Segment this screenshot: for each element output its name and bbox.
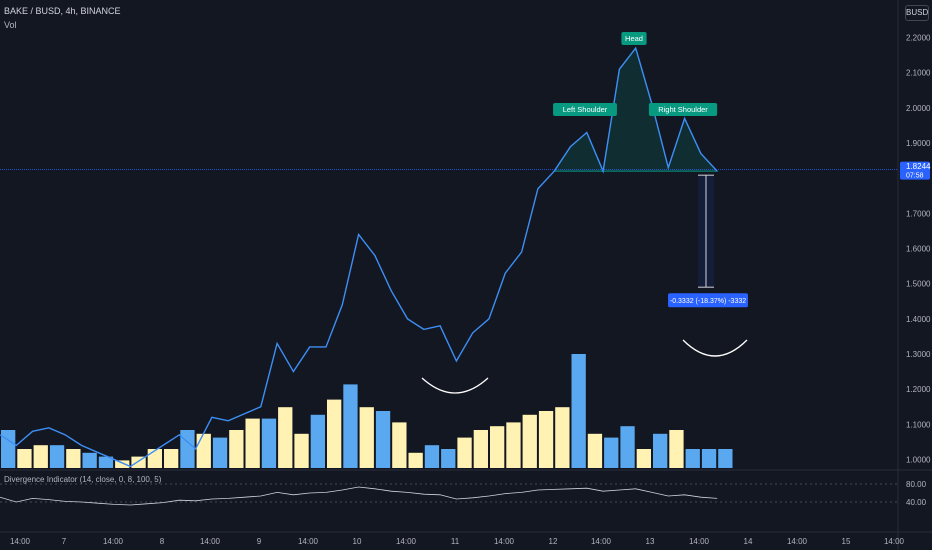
volume-bar [245,418,260,468]
price-tick-label: 2.1000 [906,69,931,78]
volume-bar [261,418,277,468]
right-shoulder-label-badge [648,103,718,116]
volume-bar [587,433,603,468]
price-tick-label: 1.9000 [906,139,931,148]
price-tick-label: 1.7000 [906,209,931,218]
current-price-badge [900,161,930,180]
volume-bar [1,430,16,468]
volume-bar [17,449,32,468]
price-line [0,46,718,468]
volume-bar [212,437,228,468]
price-tick-label: 2.0000 [906,104,931,113]
time-tick-label: 7 [62,537,67,546]
time-tick-label: 12 [549,537,558,546]
volume-label: Vol [4,20,17,30]
time-tick-label: 9 [257,537,262,546]
time-tick-label: 11 [451,537,460,546]
volume-bar [310,414,325,468]
volume-bar [164,449,179,468]
volume-bar [653,433,668,468]
volume-bar [278,407,293,468]
right-shoulder-label: Right Shoulder [658,105,708,114]
price-tick-label: 1.3000 [906,350,931,359]
volume-bar [180,430,195,468]
target-arc [682,339,748,357]
volume-bar [375,411,391,468]
price-tick-label: 2.2000 [906,34,931,43]
price-tick-label: 1.5000 [906,280,931,289]
volume-bar [701,449,717,468]
volume-bar [669,430,684,468]
volume-bar [229,430,244,468]
countdown-value: 07:58 [906,173,924,180]
volume-bar [359,407,374,468]
time-tick-label: 14:00 [884,537,905,546]
volume-bar [196,433,211,468]
volume-bar [571,354,586,468]
volume-bar [473,430,488,468]
time-tick-label: 14:00 [689,537,710,546]
volume-bar [49,445,65,468]
measure-label: -0.3332 (-18.37%) -3332 [670,298,746,305]
currency-button[interactable]: BUSD [905,5,929,21]
volume-bar [620,426,635,468]
price-tick-label: 1.4000 [906,315,931,324]
left-shoulder-label: Left Shoulder [563,105,608,114]
time-tick-label: 8 [160,537,165,546]
volume-bar [66,449,81,468]
volume-bar [555,407,570,468]
time-tick-label: 10 [353,537,362,546]
volume-bar [115,460,130,468]
time-tick-label: 14:00 [298,537,319,546]
volume-bar [457,437,472,468]
head-label: Head [625,34,643,43]
volume-bar [327,399,342,468]
price-tick-label: 1.1000 [906,420,931,429]
left-shoulder-label-badge [553,103,617,116]
volume-bar [147,449,162,468]
time-tick-label: 14:00 [396,537,417,546]
volume-bar [506,422,521,468]
volume-bar [424,445,440,468]
volume-bar [98,456,114,468]
time-tick-label: 14 [744,537,753,546]
volume-bar [392,422,407,468]
volume-bar [343,384,358,468]
time-tick-label: 14:00 [200,537,221,546]
price-tick-label: 1.2000 [906,385,931,394]
time-tick-label: 14:00 [591,537,612,546]
head-label-badge [621,32,647,45]
volume-bar [82,452,97,468]
volume-bar [294,433,309,468]
osc-tick-80: 80.00 [906,480,927,489]
volume-bar [441,449,456,468]
oscillator-line [0,486,718,506]
support-arc [421,377,489,394]
volume-bar [131,456,146,468]
volume-bar [538,411,554,468]
volume-bar [408,452,423,468]
volume-bar [522,414,537,468]
symbol-title: BAKE / BUSD, 4h, BINANCE [4,6,121,16]
time-tick-label: 14:00 [787,537,808,546]
time-tick-label: 14:00 [494,537,515,546]
volume-bar [636,449,651,468]
price-tick-label: 1.6000 [906,245,931,254]
measure-badge [668,293,748,308]
volume-bar [33,445,48,468]
price-tick-label: 1.0000 [906,455,931,464]
current-price-value: 1.8244 [906,162,931,171]
volume-bar [685,449,700,468]
time-tick-label: 14:00 [10,537,31,546]
volume-bar [718,449,733,468]
osc-tick-40: 40.00 [906,498,927,507]
time-tick-label: 13 [646,537,655,546]
volume-bar [604,437,619,468]
volume-bar [490,426,505,468]
indicator-label: Divergence Indicator (14, close, 0, 8, 1… [4,475,162,484]
time-tick-label: 14:00 [103,537,124,546]
time-tick-label: 15 [842,537,851,546]
